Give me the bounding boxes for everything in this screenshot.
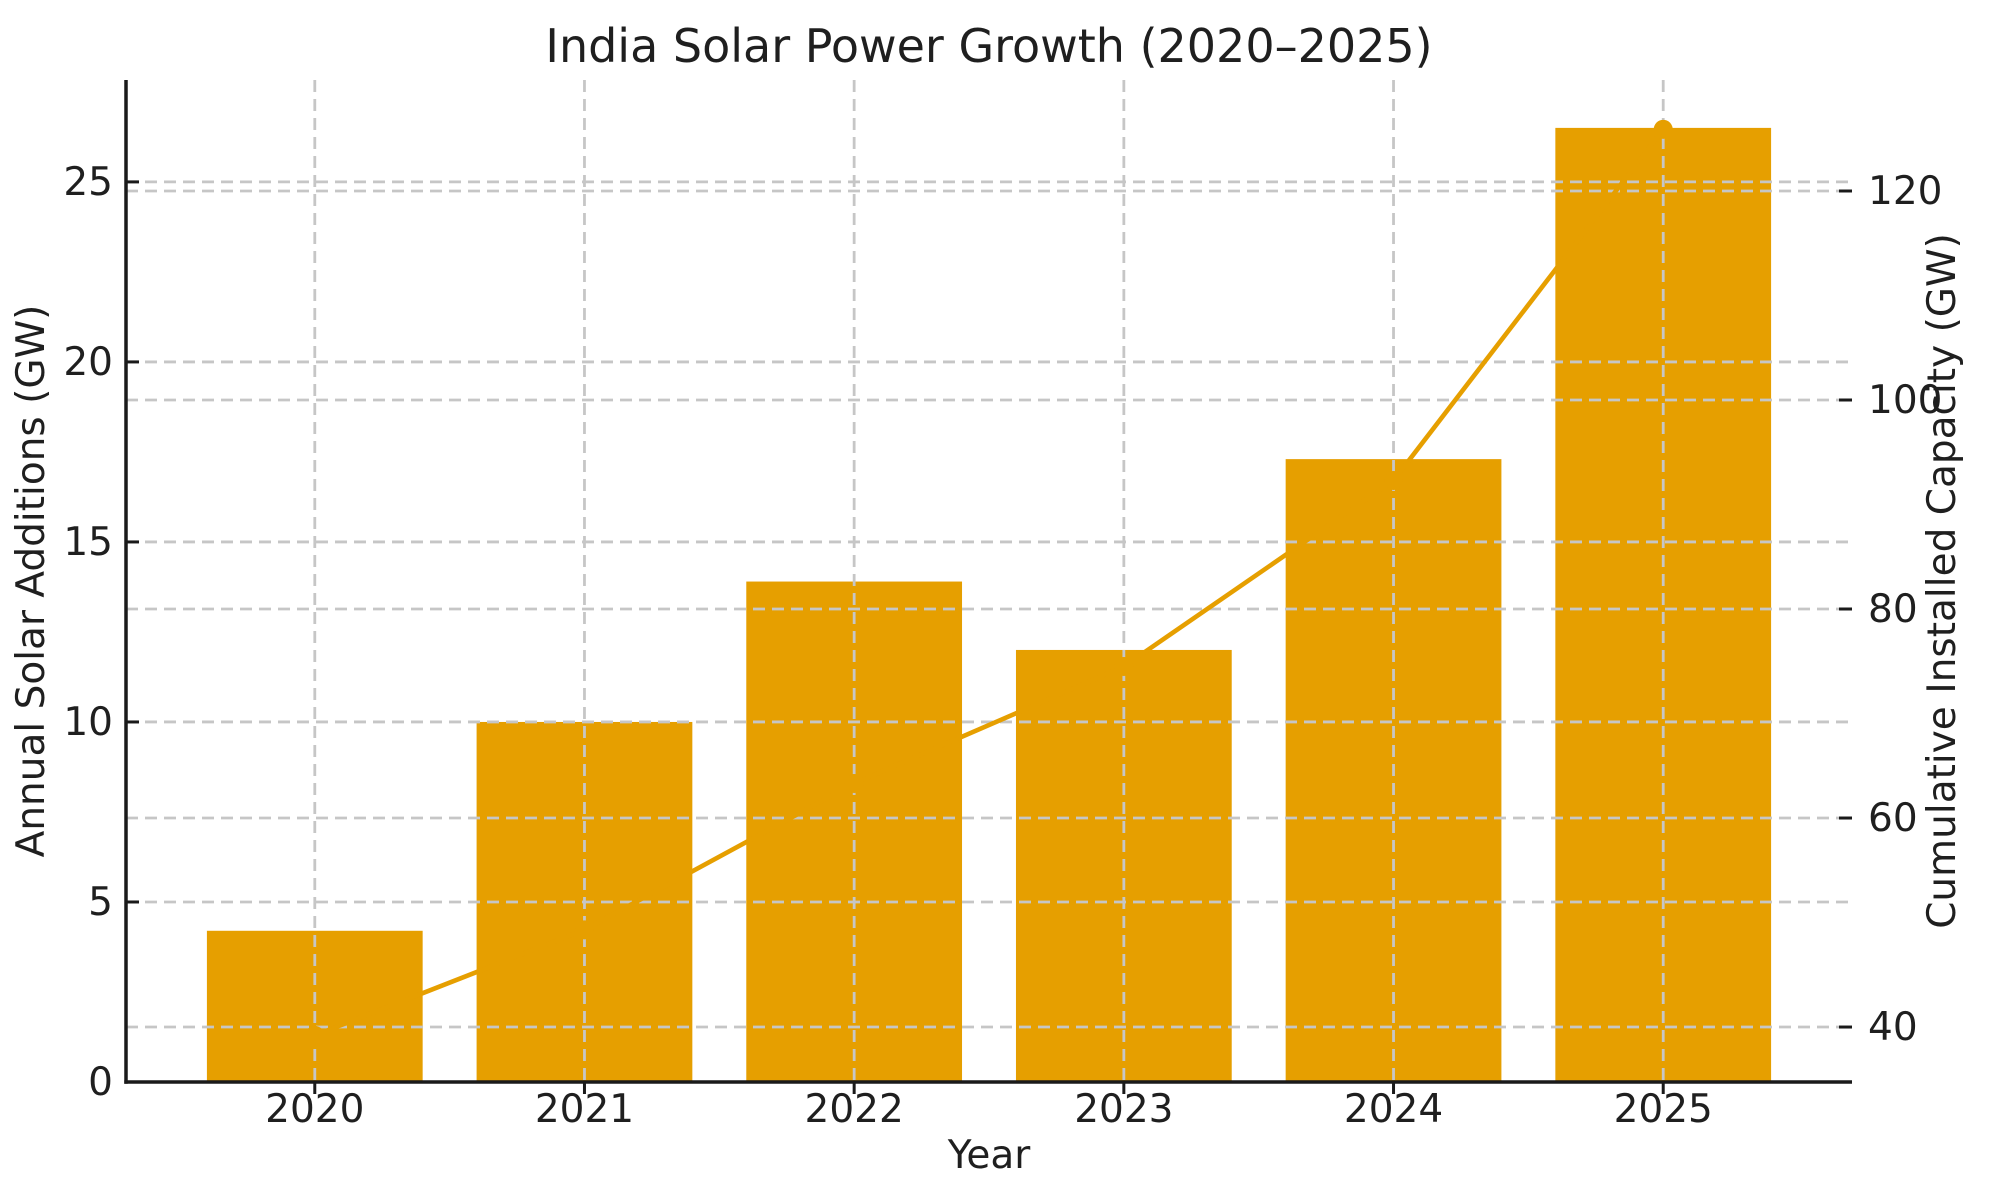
x-tick-label-2021: 2021 xyxy=(535,1087,634,1132)
grid-layer xyxy=(126,80,1852,1082)
left-tick-label-20: 20 xyxy=(63,340,113,385)
right-tick-label-120: 120 xyxy=(1868,169,1942,214)
bars-layer xyxy=(206,127,1772,1083)
right-tick-label-40: 40 xyxy=(1868,1005,1918,1050)
left-tick-label-15: 15 xyxy=(63,520,113,565)
cumulative-line xyxy=(313,127,1666,1038)
x-tick-label-2023: 2023 xyxy=(1074,1087,1173,1132)
line-layer xyxy=(305,119,1673,1045)
line-marker-2023 xyxy=(1114,656,1134,676)
left-y-axis-label: Annual Solar Additions (GW) xyxy=(9,305,54,858)
line-marker-2024 xyxy=(1384,470,1404,490)
chart-title: India Solar Power Growth (2020–2025) xyxy=(545,19,1432,73)
x-tick-label-2025: 2025 xyxy=(1614,1087,1713,1132)
x-tick-label-2024: 2024 xyxy=(1344,1087,1443,1132)
left-tick-label-25: 25 xyxy=(63,160,113,205)
x-tick-label-2020: 2020 xyxy=(265,1087,364,1132)
line-marker-2020 xyxy=(305,1025,325,1045)
line-marker-2025 xyxy=(1653,119,1673,139)
x-tick-label-2022: 2022 xyxy=(805,1087,904,1132)
left-tick-label-10: 10 xyxy=(63,700,113,745)
right-tick-label-60: 60 xyxy=(1868,796,1918,841)
axes-layer xyxy=(124,80,1852,1094)
right-tick-label-100: 100 xyxy=(1868,378,1942,423)
line-marker-2022 xyxy=(844,774,864,794)
left-tick-label-0: 0 xyxy=(88,1060,113,1105)
right-y-axis-label: Cumulative Installed Capacity (GW) xyxy=(1920,233,1965,929)
left-tick-label-5: 5 xyxy=(88,880,113,925)
right-tick-label-80: 80 xyxy=(1868,587,1918,632)
line-marker-2021 xyxy=(574,920,594,940)
x-axis-label: Year xyxy=(947,1133,1032,1178)
